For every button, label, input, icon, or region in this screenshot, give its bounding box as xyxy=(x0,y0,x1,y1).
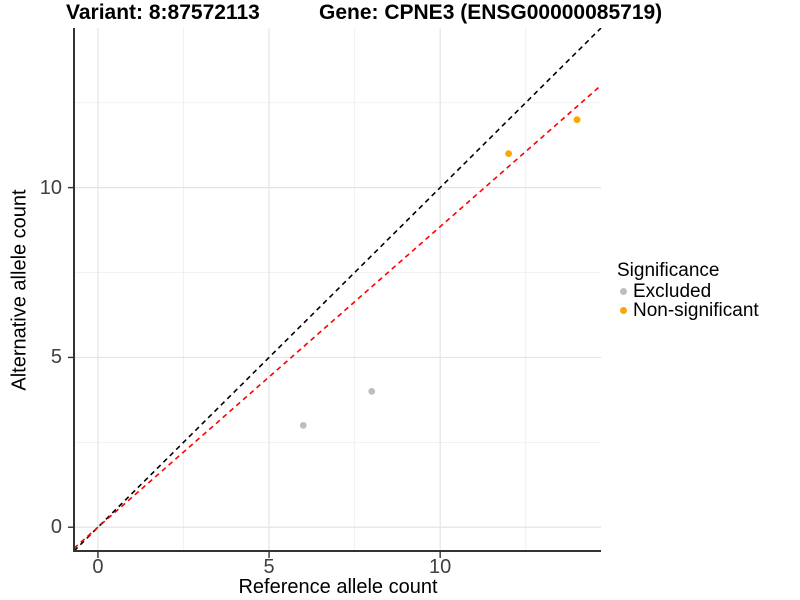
x-axis-title: Reference allele count xyxy=(238,576,438,598)
legend: Significance Excluded Non-significant xyxy=(617,259,759,320)
x-tick-label-5: 5 xyxy=(263,556,275,578)
fit-line xyxy=(73,84,602,549)
legend-dot-excluded xyxy=(620,288,627,295)
data-point-excluded xyxy=(299,421,307,429)
y-tick-label-10: 10 xyxy=(39,176,62,199)
legend-label-excluded: Excluded xyxy=(633,281,712,302)
legend-item-non-significant: Non-significant xyxy=(617,301,759,320)
data-point-non-significant xyxy=(573,116,581,124)
identity-line xyxy=(73,28,602,552)
legend-item-excluded: Excluded xyxy=(617,282,759,301)
legend-dot-non-significant xyxy=(620,307,627,314)
x-tick-label-0: 0 xyxy=(92,556,104,578)
y-tick-label-5: 5 xyxy=(50,346,62,369)
legend-title: Significance xyxy=(617,260,720,281)
legend-label-non-significant: Non-significant xyxy=(633,300,759,321)
plot-title-gene: Gene: CPNE3 (ENSG00000085719) xyxy=(319,1,663,24)
data-point-non-significant xyxy=(505,150,513,158)
x-tick-label-10: 10 xyxy=(429,556,452,578)
plot-title-variant: Variant: 8:87572113 xyxy=(66,1,260,24)
data-point-excluded xyxy=(368,387,376,395)
plot-panel xyxy=(68,28,602,558)
y-tick-label-0: 0 xyxy=(50,516,62,539)
